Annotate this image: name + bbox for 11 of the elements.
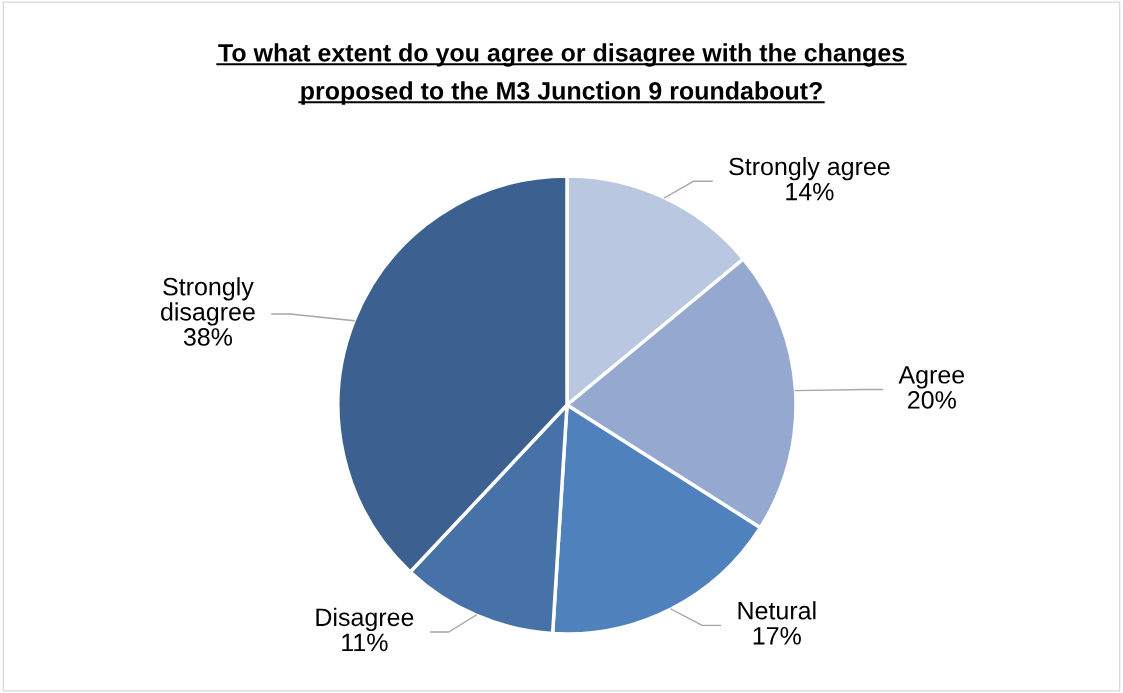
slice-label: Disagree (316, 607, 414, 632)
chart-title: To what extent do you agree or disagree with the changes proposed to the M3 Junction 9 roundabout? (218, 43, 905, 105)
slice-label: Netural (738, 601, 816, 620)
data-label: 11% (342, 633, 388, 652)
data-label: 20% (908, 391, 956, 409)
data-label: 17% (753, 627, 801, 645)
slice-label: Agree (898, 366, 965, 389)
slice-label: Strongly disagree (161, 277, 255, 326)
data-label: 38% (183, 328, 233, 346)
slice-label: Strongly agree (729, 157, 890, 181)
data-label: 14% (786, 182, 834, 201)
